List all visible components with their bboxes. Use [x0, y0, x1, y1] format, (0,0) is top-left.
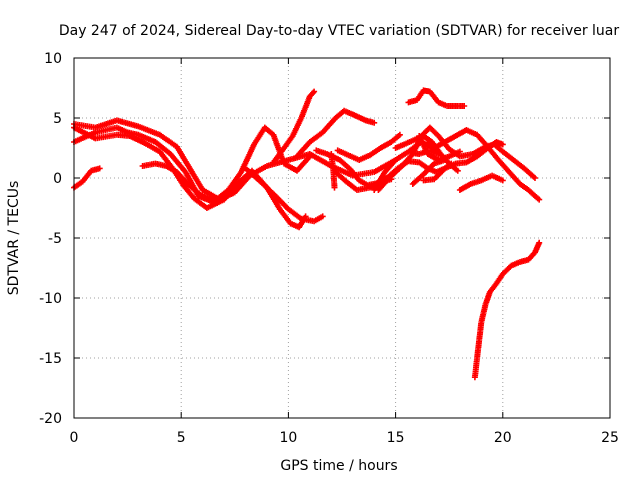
series-track-19 — [456, 172, 506, 193]
data-markers-track-20 — [407, 147, 442, 157]
data-markers-track-6 — [270, 88, 318, 166]
series-track-4 — [139, 160, 217, 203]
data-markers-track-17 — [420, 160, 455, 184]
series-track-5 — [242, 165, 326, 225]
y-tick-label: 5 — [53, 111, 62, 127]
y-tick-label: -5 — [48, 231, 62, 247]
data-markers-track-21 — [405, 87, 468, 109]
x-tick-label: 0 — [70, 430, 79, 446]
x-tick-label: 20 — [494, 430, 512, 446]
data-markers-track-23 — [471, 239, 543, 381]
series-track-23 — [471, 239, 543, 381]
series-track-21 — [405, 87, 468, 109]
x-tick-label: 5 — [177, 430, 186, 446]
x-tick-label: 15 — [387, 430, 405, 446]
data-markers-track-19 — [456, 172, 506, 193]
y-tick-label: -20 — [39, 411, 62, 427]
series-track-7 — [294, 107, 378, 160]
series-track-9 — [334, 131, 403, 163]
y-tick-label: 0 — [53, 171, 62, 187]
data-markers-track-5 — [242, 165, 326, 225]
series-track-6 — [270, 88, 318, 166]
y-axis-label: SDTVAR / TECUs — [6, 181, 22, 296]
x-tick-label: 10 — [279, 430, 297, 446]
y-tick-label: -15 — [39, 351, 62, 367]
data-markers-track-16 — [409, 157, 448, 187]
series-track-11 — [328, 151, 338, 191]
data-markers-track-9 — [334, 131, 403, 163]
data-markers-track-7 — [294, 107, 378, 160]
data-layer — [71, 87, 543, 381]
x-axis-label: GPS time / hours — [280, 458, 397, 474]
y-tick-label: 10 — [44, 51, 62, 67]
tick-label-layer: 0 5 10 15 20 25 -20 -15 -10 -5 0 5 10 — [39, 51, 619, 446]
tick-layer — [73, 57, 611, 419]
data-markers-track-11 — [328, 151, 338, 191]
y-tick-label: -10 — [39, 291, 62, 307]
series-track-20 — [407, 147, 442, 157]
chart-title: Day 247 of 2024, Sidereal Day-to-day VTE… — [59, 23, 620, 39]
series-track-17 — [420, 160, 455, 184]
x-tick-label: 25 — [601, 430, 619, 446]
series-track-16 — [409, 157, 448, 187]
data-markers-track-4 — [139, 160, 217, 203]
